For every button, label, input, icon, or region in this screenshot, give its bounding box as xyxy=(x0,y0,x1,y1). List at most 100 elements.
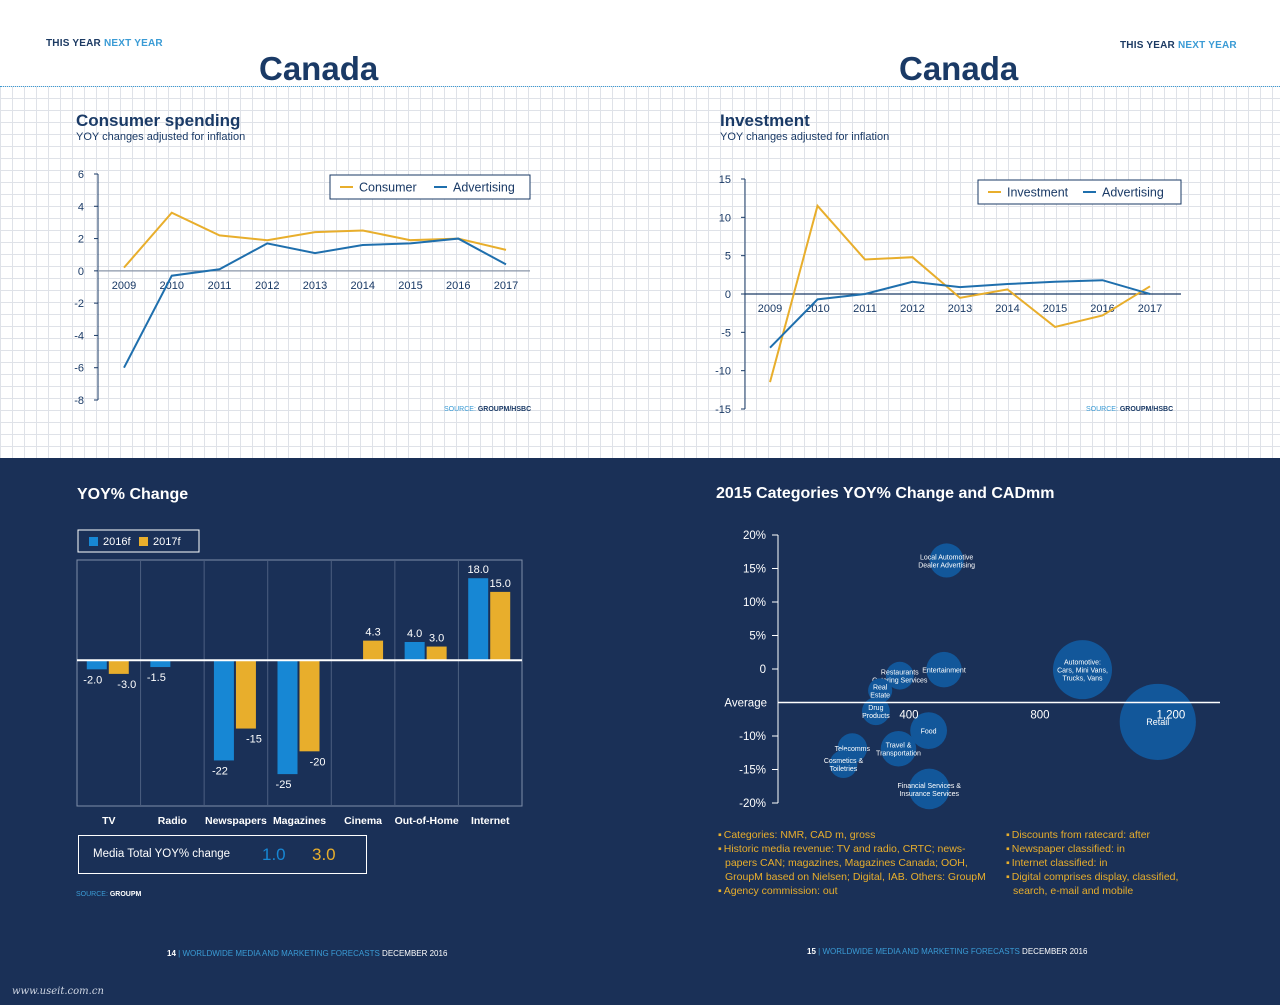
x-tick-label: 2017 xyxy=(494,280,518,292)
legend-label: Consumer xyxy=(359,181,417,195)
publication-name: WORLDWIDE MEDIA AND MARKETING FORECASTS xyxy=(182,949,380,958)
legend-label: 2016f xyxy=(103,536,131,548)
y-tick-label: 15% xyxy=(743,564,766,576)
bubble-label: Telecomms xyxy=(835,746,871,753)
media-total-2016: 1.0 xyxy=(262,845,286,864)
y-tick-label: -15 xyxy=(715,404,731,416)
publication-name: WORLDWIDE MEDIA AND MARKETING FORECASTS xyxy=(822,947,1020,956)
x-tick-label: 2013 xyxy=(303,280,327,292)
bar-value-label: -22 xyxy=(212,765,228,777)
bar-2016f xyxy=(86,660,107,670)
chart-subtitle: YOY changes adjusted for inflation xyxy=(720,131,890,143)
y-tick-label: -15% xyxy=(739,765,766,777)
bubble-label: Toiletries xyxy=(830,766,858,773)
bubble-point xyxy=(880,730,917,767)
legend-box xyxy=(329,174,531,200)
x-tick-label: 2014 xyxy=(995,303,1019,315)
source-name: GROUPM xyxy=(109,891,142,898)
page-title-left: Canada xyxy=(259,50,379,87)
publication-date: DECEMBER 2016 xyxy=(382,949,448,958)
x-tick-label: 2011 xyxy=(853,303,877,315)
bar-chart-title: YOY% Change xyxy=(77,486,189,503)
bubble-label: Transportation xyxy=(876,751,921,758)
bubble-point xyxy=(868,678,893,703)
bar-2017f xyxy=(490,591,511,661)
bubble-label: Dealer Advertising xyxy=(918,562,975,569)
y-tick-label: -10% xyxy=(739,731,766,743)
bar-value-label: 4.3 xyxy=(365,627,380,639)
legend-label: 2017f xyxy=(153,536,181,548)
x-tick-label: 2016 xyxy=(446,280,470,292)
x-tick-label: 1,200 xyxy=(1156,710,1185,722)
notes-left: Categories: NMR, CAD m, gross Historic m… xyxy=(718,828,990,898)
plot-frame xyxy=(76,559,523,807)
bubble-point xyxy=(829,750,858,779)
x-tick-label: 2012 xyxy=(255,280,279,292)
x-tick-label: 2014 xyxy=(351,280,375,292)
bar-2017f xyxy=(299,660,320,752)
y-tick-label: -4 xyxy=(74,330,84,342)
category-label: Out-of-Home xyxy=(395,815,459,827)
y-tick-label: 5% xyxy=(749,631,766,643)
bar-2016f xyxy=(277,660,298,775)
x-tick-label: 2017 xyxy=(1138,303,1162,315)
bubble-label: Insurance Services xyxy=(899,791,959,798)
note-item: Discounts from ratecard: after xyxy=(1006,828,1206,842)
notes-right: Discounts from ratecard: after Newspaper… xyxy=(1006,828,1206,898)
y-tick-label: 15 xyxy=(719,174,731,186)
legend-label: Advertising xyxy=(453,181,515,195)
bar-2016f xyxy=(213,660,234,761)
bubble-label: Entertainment xyxy=(922,668,966,675)
y-tick-label: 10% xyxy=(743,597,766,609)
bubble-label: Financial Services & xyxy=(898,783,962,790)
bubble-label: Real xyxy=(873,684,888,691)
y-tick-label: 20% xyxy=(743,530,766,542)
next-year-label: NEXT YEAR xyxy=(103,38,163,49)
bar-2016f xyxy=(404,642,425,661)
category-label: Newspapers xyxy=(205,815,267,827)
bar-2016f xyxy=(150,660,171,668)
y-tick-label: 10 xyxy=(719,212,731,224)
y-tick-label: 6 xyxy=(78,169,84,181)
x-tick-label: 2009 xyxy=(758,303,782,315)
bar-value-label: 4.0 xyxy=(407,628,422,640)
page-number: 14 xyxy=(167,949,176,958)
series-line-advertising xyxy=(769,279,1151,349)
source-label: SOURCE: xyxy=(1086,406,1118,413)
bubble-point xyxy=(929,543,964,578)
publication-date: DECEMBER 2016 xyxy=(1022,947,1088,956)
y-tick-label: 4 xyxy=(78,201,84,213)
bar-2017f xyxy=(108,660,129,674)
bar-2017f xyxy=(426,646,447,661)
bubble-point xyxy=(926,651,962,688)
y-tick-label: -5 xyxy=(721,327,731,339)
bubble-label: Estate xyxy=(870,692,890,699)
category-label: Magazines xyxy=(273,815,326,827)
bubble-point xyxy=(910,712,948,750)
series-line-advertising xyxy=(123,237,507,369)
bar-value-label: -1.5 xyxy=(147,672,166,684)
bubble-label: Retail xyxy=(1146,717,1169,727)
grid-background xyxy=(0,86,1280,458)
categories-bubble-chart: 20% 15% 10% 5% 0 -10% -15% -20% Local Automotive… xyxy=(724,530,1220,810)
y-tick-label: -10 xyxy=(715,366,731,378)
page-title-right: Canada xyxy=(899,50,1019,87)
note-item: Historic media revenue: TV and radio, CR… xyxy=(718,842,990,884)
category-label: Cinema xyxy=(344,815,382,827)
bar-value-label: -15 xyxy=(246,734,262,746)
watermark: www.useit.com.cn xyxy=(12,986,104,997)
bar-chart-source: SOURCE: GROUPM xyxy=(76,891,141,898)
note-item: Agency commission: out xyxy=(718,884,990,898)
chart-source: SOURCE: GROUPM/HSBC xyxy=(1086,406,1173,413)
y-tick-label: -8 xyxy=(74,395,84,407)
bubble-label: Restaurants xyxy=(881,670,919,677)
this-year-label: THIS YEAR xyxy=(1120,40,1175,51)
bubble-label: Food xyxy=(921,729,937,736)
y-tick-label: -20% xyxy=(739,798,766,810)
x-tick-label: 2013 xyxy=(948,303,972,315)
bubble-label: Local Automotive xyxy=(920,554,973,561)
bubble-label: Products xyxy=(862,713,890,720)
media-total-2017: 3.0 xyxy=(312,845,336,864)
bubble-point xyxy=(885,661,914,690)
legend-label: Investment xyxy=(1007,186,1069,200)
